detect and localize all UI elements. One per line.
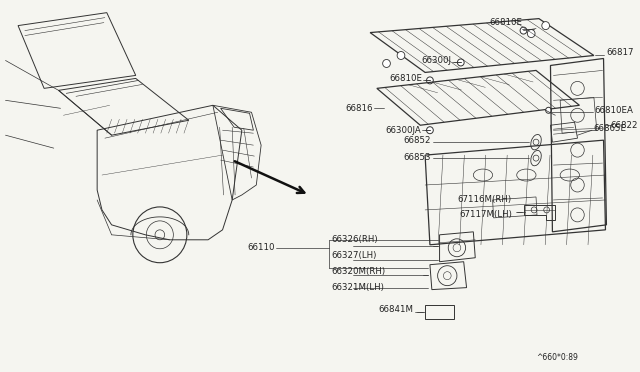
Text: 66300JA: 66300JA (385, 126, 421, 135)
Text: 66321M(LH): 66321M(LH) (332, 283, 385, 292)
Circle shape (546, 107, 552, 113)
Text: 66810E: 66810E (389, 74, 422, 83)
Text: 66320M(RH): 66320M(RH) (332, 267, 386, 276)
Circle shape (383, 60, 390, 67)
Text: 66817: 66817 (607, 48, 634, 57)
Circle shape (426, 127, 433, 134)
Text: 67117M(LH): 67117M(LH) (459, 211, 512, 219)
Text: 66865E: 66865E (593, 124, 626, 133)
Text: 66816: 66816 (346, 104, 373, 113)
Text: 66841M: 66841M (378, 305, 413, 314)
Text: 66327(LH): 66327(LH) (332, 251, 377, 260)
Circle shape (542, 22, 550, 30)
Text: ^660*0:89: ^660*0:89 (536, 353, 578, 362)
Text: 66326(RH): 66326(RH) (332, 235, 378, 244)
Circle shape (527, 30, 535, 38)
Circle shape (397, 51, 405, 60)
Text: 66810E: 66810E (490, 18, 522, 27)
Text: 66300J: 66300J (421, 56, 451, 65)
Circle shape (458, 59, 464, 66)
Text: 66810EA: 66810EA (595, 106, 634, 115)
Text: 66852: 66852 (403, 136, 431, 145)
Text: 66110: 66110 (247, 243, 275, 252)
Circle shape (520, 27, 527, 34)
Text: 66853: 66853 (403, 153, 431, 161)
Text: 67116M(RH): 67116M(RH) (458, 195, 512, 205)
Circle shape (426, 77, 433, 84)
Text: 66822: 66822 (611, 121, 638, 130)
